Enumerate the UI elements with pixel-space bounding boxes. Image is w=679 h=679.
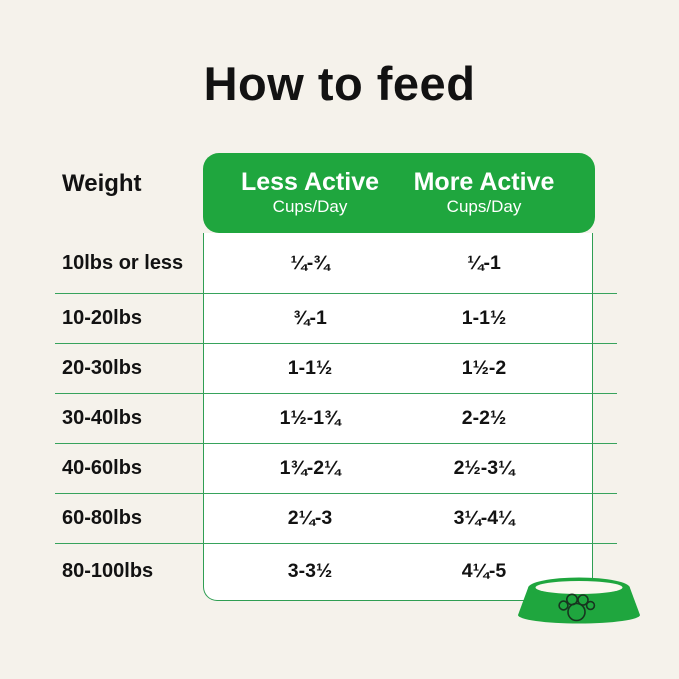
less-active-cell: ¾-1 [293, 306, 327, 329]
weight-cell: 60-80lbs [62, 506, 143, 529]
column-sublabel: Cups/Day [446, 197, 522, 217]
table-row: 20-30lbs 1-1½ 1½-2 [0, 343, 679, 394]
table-row: 10lbs or less ¼-¾ ¼-1 [0, 233, 679, 294]
paw-print-icon [558, 593, 596, 622]
table-row: 60-80lbs 2¼-3 3¼-4¼ [0, 493, 679, 544]
weight-cell: 20-30lbs [62, 356, 143, 379]
weight-cell: 30-40lbs [62, 406, 143, 429]
column-label: Less Active [240, 168, 380, 197]
weight-cell: 10lbs or less [62, 251, 184, 274]
column-header-less-active: Less Active Cups/Day [223, 168, 397, 217]
more-active-cell: 1-1½ [461, 306, 507, 329]
table-row: 10-20lbs ¾-1 1-1½ [0, 293, 679, 344]
weight-cell: 80-100lbs [62, 559, 154, 582]
less-active-cell: 3-3½ [287, 559, 333, 582]
dog-bowl-icon [518, 577, 640, 624]
less-active-cell: 2¼-3 [287, 506, 333, 529]
more-active-cell: 3¼-4¼ [453, 506, 515, 529]
feeding-table: 10lbs or less ¼-¾ ¼-1 10-20lbs ¾-1 1-1½ … [0, 233, 679, 599]
weight-cell: 10-20lbs [62, 306, 143, 329]
less-active-cell: ¼-¾ [290, 251, 330, 274]
less-active-cell: 1¾-2¼ [279, 456, 341, 479]
more-active-cell: 1½-2 [461, 356, 507, 379]
less-active-cell: 1-1½ [287, 356, 333, 379]
more-active-cell: ¼-1 [467, 251, 501, 274]
more-active-cell: 2-2½ [461, 406, 507, 429]
table-body-panel [203, 233, 593, 601]
table-header-pill: Less Active Cups/Day More Active Cups/Da… [203, 153, 595, 233]
column-label: More Active [413, 168, 555, 197]
table-row: 40-60lbs 1¾-2¼ 2½-3¼ [0, 443, 679, 494]
column-header-more-active: More Active Cups/Day [397, 168, 571, 217]
more-active-cell: 4¼-5 [461, 559, 507, 582]
more-active-cell: 2½-3¼ [453, 456, 515, 479]
table-row: 80-100lbs 3-3½ 4¼-5 [0, 543, 679, 599]
table-row: 30-40lbs 1½-1¾ 2-2½ [0, 393, 679, 444]
page-title: How to feed [203, 57, 476, 110]
weight-cell: 40-60lbs [62, 456, 143, 479]
column-sublabel: Cups/Day [272, 197, 348, 217]
less-active-cell: 1½-1¾ [279, 406, 341, 429]
weight-column-header: Weight [62, 170, 142, 197]
